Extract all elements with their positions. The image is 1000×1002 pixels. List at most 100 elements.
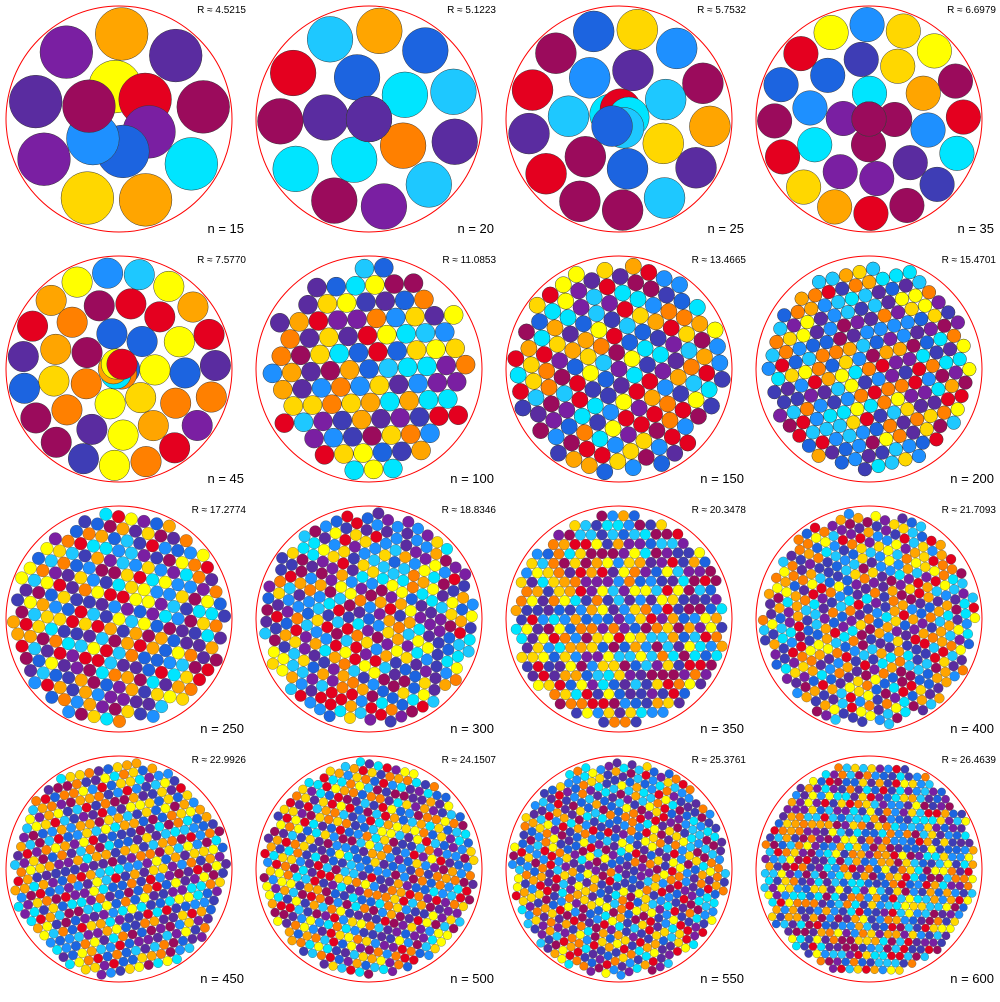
- packed-circle: [537, 595, 549, 607]
- packed-circle: [893, 559, 904, 570]
- packed-circle: [180, 850, 190, 861]
- packed-circle: [593, 848, 603, 858]
- container-circle: [5, 505, 233, 733]
- packed-circle: [133, 911, 144, 921]
- packed-circle: [860, 857, 870, 866]
- packed-circle: [580, 576, 592, 588]
- packed-circle: [335, 930, 345, 940]
- packed-circle: [303, 802, 313, 812]
- packed-circle: [611, 767, 621, 776]
- packed-circle: [415, 948, 425, 958]
- packed-circle: [324, 790, 335, 800]
- packed-circle: [321, 806, 331, 816]
- packed-circle: [581, 820, 591, 830]
- packed-circle: [605, 327, 623, 345]
- packed-circle: [146, 900, 156, 910]
- packed-circle: [956, 568, 967, 579]
- packed-circle: [640, 603, 652, 615]
- packed-circle: [933, 418, 948, 434]
- packed-circle: [618, 772, 628, 782]
- packed-circle: [697, 870, 707, 880]
- packed-circle: [579, 961, 589, 971]
- packed-circle: [652, 931, 661, 940]
- packed-circle: [896, 328, 911, 343]
- packed-circle: [898, 523, 909, 534]
- radius-label: R ≈ 13.4665: [691, 255, 746, 266]
- packed-circle: [786, 169, 822, 205]
- packed-circle: [356, 683, 369, 696]
- packed-circle: [359, 359, 379, 379]
- packed-circle: [783, 819, 792, 828]
- packed-circle: [876, 901, 885, 910]
- packed-circle: [157, 787, 167, 797]
- packed-circle: [813, 15, 849, 51]
- packed-circle: [538, 863, 548, 873]
- packed-circle: [346, 779, 356, 789]
- packed-circle: [778, 556, 789, 567]
- packed-circle: [117, 854, 127, 865]
- packed-circle: [961, 618, 972, 629]
- packed-circle: [559, 576, 571, 588]
- packed-circle: [635, 432, 653, 450]
- packed-circle: [926, 873, 936, 883]
- count-label: n = 550: [700, 971, 744, 986]
- packed-circle: [581, 688, 593, 700]
- packed-circle: [656, 556, 668, 568]
- packed-circle: [852, 857, 861, 866]
- packed-circle: [548, 900, 558, 910]
- packed-circle: [793, 884, 803, 893]
- packed-circle: [634, 946, 644, 956]
- packed-circle: [641, 951, 651, 961]
- packed-circle: [912, 772, 922, 782]
- packed-circle: [85, 819, 95, 829]
- packed-circle: [112, 544, 126, 558]
- packed-circle: [354, 805, 364, 815]
- packed-circle: [307, 548, 320, 561]
- packed-circle: [922, 866, 932, 875]
- packed-circle: [873, 704, 884, 715]
- packed-circle: [564, 548, 576, 560]
- packed-circle: [129, 558, 143, 572]
- packed-circle: [785, 869, 795, 879]
- packed-circle: [873, 865, 882, 874]
- packed-circle: [898, 836, 908, 846]
- count-label: n = 450: [200, 971, 244, 986]
- packed-circle: [938, 909, 947, 919]
- packed-circle: [816, 791, 826, 801]
- packed-circle: [520, 879, 530, 889]
- packed-circle: [409, 670, 422, 683]
- packed-circle: [687, 833, 697, 843]
- packed-circle: [628, 932, 638, 942]
- packed-circle: [777, 883, 786, 893]
- packed-circle: [801, 528, 812, 539]
- packed-circle: [103, 519, 117, 533]
- packed-circle: [91, 688, 105, 702]
- packed-circle: [330, 889, 340, 899]
- packed-circle: [49, 634, 63, 648]
- packed-circle: [167, 634, 181, 648]
- packed-circle: [717, 837, 727, 847]
- packed-circle: [153, 270, 185, 302]
- packed-circle: [295, 565, 308, 578]
- packed-circle: [123, 887, 134, 898]
- packed-circle: [851, 666, 863, 677]
- packed-circle: [296, 553, 309, 566]
- packed-circle: [572, 898, 581, 908]
- packed-circle: [324, 895, 334, 906]
- packed-circle: [891, 626, 902, 637]
- packed-circle: [772, 905, 781, 914]
- packed-circle: [683, 926, 693, 936]
- packed-circle: [368, 554, 381, 567]
- packed-circle: [358, 952, 368, 962]
- packed-circle: [682, 868, 692, 878]
- packed-circle: [667, 866, 677, 876]
- packed-circle: [537, 806, 547, 816]
- packed-circle: [608, 850, 618, 860]
- packed-circle: [375, 291, 396, 311]
- packed-circle: [870, 597, 882, 609]
- packed-circle: [642, 885, 652, 895]
- packed-circle: [313, 861, 323, 871]
- packed-circle: [946, 640, 957, 652]
- packed-circle: [19, 832, 29, 843]
- packed-circle: [885, 281, 900, 296]
